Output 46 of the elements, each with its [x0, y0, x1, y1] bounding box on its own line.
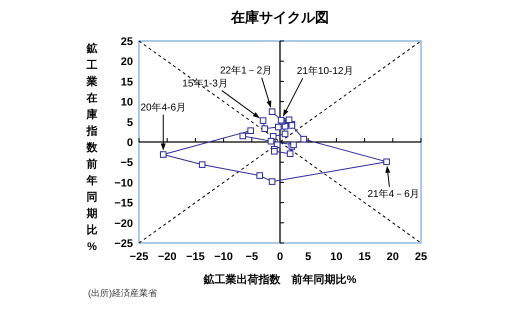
annotation: 21年4－6月	[367, 188, 420, 200]
x-tick-label: 25	[414, 251, 428, 263]
chart-title: 在庫サイクル図	[230, 9, 329, 25]
y-tick-label: 25	[120, 36, 133, 48]
point	[239, 132, 246, 140]
annotation: 20年4-6月	[140, 102, 186, 114]
x-tick-label: −15	[186, 251, 205, 263]
point	[300, 136, 307, 142]
x-tick-label: 20	[386, 251, 399, 263]
point	[268, 138, 274, 144]
y-tick-label: −10	[114, 177, 133, 190]
y-tick-label: 15	[120, 76, 133, 88]
point	[198, 161, 206, 168]
y-tick-label: 5	[126, 116, 133, 129]
point	[275, 124, 282, 130]
y-tick-label: −20	[114, 218, 133, 230]
x-tick-label: 15	[358, 251, 371, 263]
annotation: 22年1－2月	[220, 64, 272, 77]
point	[268, 108, 276, 115]
x-tick-label: 5	[305, 251, 312, 263]
x-tick-label: 0	[276, 251, 284, 263]
y-tick-label: −15	[114, 198, 133, 210]
point	[256, 172, 263, 179]
point	[247, 127, 254, 134]
x-tick-label: −20	[158, 251, 177, 263]
y-tick-label: 10	[120, 96, 133, 109]
point	[286, 150, 294, 158]
x-tick-label: 10	[330, 251, 343, 263]
point	[286, 116, 292, 124]
y-tick-label: 20	[120, 56, 133, 68]
point	[261, 125, 268, 132]
annotation: 21年10-12月	[296, 65, 354, 78]
y-tick-label: −5	[120, 157, 133, 170]
annotation: 15年1-3月	[182, 78, 228, 90]
y-tick-label: 0	[126, 137, 133, 149]
point	[268, 178, 276, 185]
y-tick-label: −25	[114, 238, 133, 250]
point	[383, 158, 390, 166]
text: 鉱工業在庫指数前年同期比%	[86, 43, 98, 253]
point	[260, 117, 266, 124]
text: (出所)経済産業省	[88, 288, 157, 298]
x-axis-title: 鉱工業出荷指数 前年同期比%	[202, 273, 357, 286]
point	[160, 151, 167, 158]
x-tick-label: −5	[246, 251, 258, 263]
point	[282, 130, 288, 138]
x-tick-label: −10	[214, 251, 233, 263]
